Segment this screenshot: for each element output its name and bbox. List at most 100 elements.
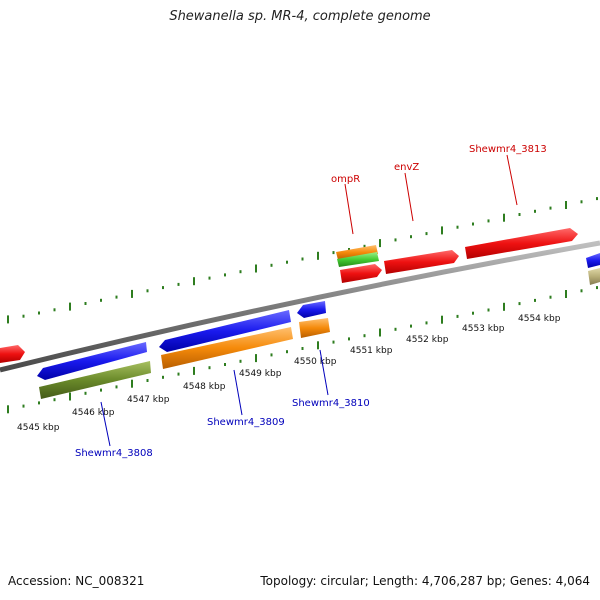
gene-label-shewmr4-3808[interactable]: Shewmr4_3808 — [75, 448, 153, 459]
gene-feature-right-blue[interactable] — [586, 253, 600, 268]
gene-feature-ompr-red[interactable] — [340, 264, 382, 283]
forward-tick-mark — [162, 286, 164, 290]
forward-tick-mark — [394, 238, 397, 242]
forward-tick-mark — [270, 263, 273, 267]
gene-features — [0, 228, 600, 399]
reverse-tick-mark — [193, 366, 195, 375]
reverse-tick-mark — [534, 298, 536, 302]
gene-feature-shewmr4-3809-orange[interactable] — [161, 327, 293, 369]
reverse-tick-mark — [270, 353, 273, 357]
reverse-tick-mark — [208, 366, 211, 370]
genome-summary-text: Topology: circular; Length: 4,706,287 bp… — [260, 574, 590, 588]
leader-shewmr4-3809 — [233, 369, 243, 416]
forward-tick-mark — [317, 251, 319, 260]
leader-shewmr4-3808 — [100, 401, 111, 447]
gene-feature-shewmr4-3808-blue[interactable] — [37, 342, 147, 380]
reverse-tick-mark — [596, 286, 598, 290]
forward-tick-mark — [255, 264, 257, 273]
reverse-tick-mark — [565, 290, 567, 298]
gene-label-envz[interactable]: envZ — [394, 162, 419, 173]
gene-feature-shewmr4-3810-blue[interactable] — [297, 301, 326, 318]
leader-ompr — [344, 183, 354, 235]
reverse-tick-mark — [363, 334, 366, 338]
scale-label-4546: 4546 kbp — [72, 408, 115, 418]
forward-tick-mark — [177, 282, 180, 286]
reverse-tick-mark — [348, 337, 350, 341]
forward-tick-mark — [286, 260, 288, 264]
gene-feature-ompr-orange[interactable] — [336, 245, 378, 260]
reverse-tick-mark — [177, 372, 180, 376]
scale-label-4550: 4550 kbp — [294, 357, 337, 367]
forward-tick-mark — [131, 289, 133, 298]
reverse-tick-mark — [255, 354, 257, 363]
reverse-tick-mark — [100, 388, 102, 392]
forward-tick-mark — [208, 276, 211, 280]
reverse-tick-mark — [286, 350, 288, 354]
gene-label-leaders — [100, 154, 518, 447]
gene-label-ompr[interactable]: ompR — [331, 174, 360, 185]
reverse-tick-mark — [472, 311, 474, 315]
reverse-tick-mark — [7, 405, 9, 414]
reverse-tick-mark — [131, 379, 133, 388]
gene-feature-red[interactable] — [0, 345, 25, 363]
forward-tick-mark — [425, 232, 428, 236]
forward-tick-mark — [518, 213, 521, 216]
gene-feature-olive[interactable] — [39, 361, 151, 399]
reverse-tick-mark — [549, 295, 552, 299]
reverse-tick-mark — [38, 401, 40, 405]
forward-tick-mark — [115, 295, 118, 299]
scale-label-4552: 4552 kbp — [406, 335, 449, 345]
reverse-tick-mark — [379, 328, 381, 337]
scale-label-4547: 4547 kbp — [127, 395, 170, 405]
reverse-tick-mark — [503, 302, 505, 311]
forward-tick-mark — [53, 308, 56, 312]
scale-label-4553: 4553 kbp — [462, 324, 505, 334]
forward-tick-mark — [596, 197, 598, 201]
scale-labels: 4545 kbp 4546 kbp 4547 kbp 4548 kbp 4549… — [17, 314, 561, 433]
gene-label-shewmr4-3809[interactable]: Shewmr4_3809 — [207, 417, 285, 428]
forward-tick-mark — [456, 225, 459, 229]
forward-tick-mark — [239, 270, 242, 274]
forward-tick-mark — [84, 302, 87, 305]
forward-tick-mark — [224, 273, 226, 277]
reverse-tick-mark — [518, 302, 521, 306]
forward-tick-mark — [146, 289, 149, 293]
gene-feature-shewmr4-3810-orange[interactable] — [299, 318, 330, 338]
reverse-tick-mark — [441, 315, 443, 324]
reverse-tick-mark — [162, 375, 164, 379]
leader-shewmr4-3810 — [319, 349, 329, 396]
scale-label-4548: 4548 kbp — [183, 382, 226, 392]
forward-tick-mark — [472, 222, 474, 226]
reverse-tick-mark — [332, 340, 335, 344]
gene-feature-ompr-green[interactable] — [337, 252, 379, 267]
reverse-tick-mark — [84, 391, 87, 395]
chromosome-backbone — [0, 240, 600, 373]
forward-tick-mark — [379, 239, 381, 248]
forward-tick-mark — [38, 311, 40, 315]
reverse-tick-mark — [115, 385, 118, 389]
reverse-tick-mark — [53, 398, 56, 402]
scale-label-4551: 4551 kbp — [350, 346, 393, 356]
scale-label-4549: 4549 kbp — [239, 369, 282, 379]
forward-strand-ticks — [7, 197, 598, 324]
reverse-tick-mark — [224, 363, 226, 366]
gene-label-shewmr4-3813[interactable]: Shewmr4_3813 — [469, 144, 547, 155]
map-title: Shewanella sp. MR-4, complete genome — [169, 9, 431, 24]
gene-feature-envz-red[interactable] — [384, 250, 459, 274]
gene-feature-right-khaki[interactable] — [588, 268, 600, 285]
reverse-tick-mark — [317, 341, 319, 350]
gene-feature-shewmr4-3809-blue[interactable] — [159, 310, 291, 352]
forward-tick-mark — [580, 200, 583, 204]
forward-tick-mark — [487, 219, 490, 223]
forward-tick-mark — [69, 302, 71, 311]
leader-envz — [404, 172, 414, 222]
gene-labels: ompR envZ Shewmr4_3813 Shewmr4_3808 Shew… — [75, 144, 547, 459]
reverse-tick-mark — [301, 347, 304, 350]
reverse-tick-mark — [580, 289, 583, 293]
forward-tick-mark — [363, 244, 366, 248]
accession-text: Accession: NC_008321 — [8, 574, 145, 588]
gene-label-shewmr4-3810[interactable]: Shewmr4_3810 — [292, 398, 370, 409]
reverse-strand-ticks — [7, 286, 598, 414]
gene-feature-shewmr4-3813-red[interactable] — [465, 228, 578, 259]
reverse-tick-mark — [22, 404, 25, 408]
